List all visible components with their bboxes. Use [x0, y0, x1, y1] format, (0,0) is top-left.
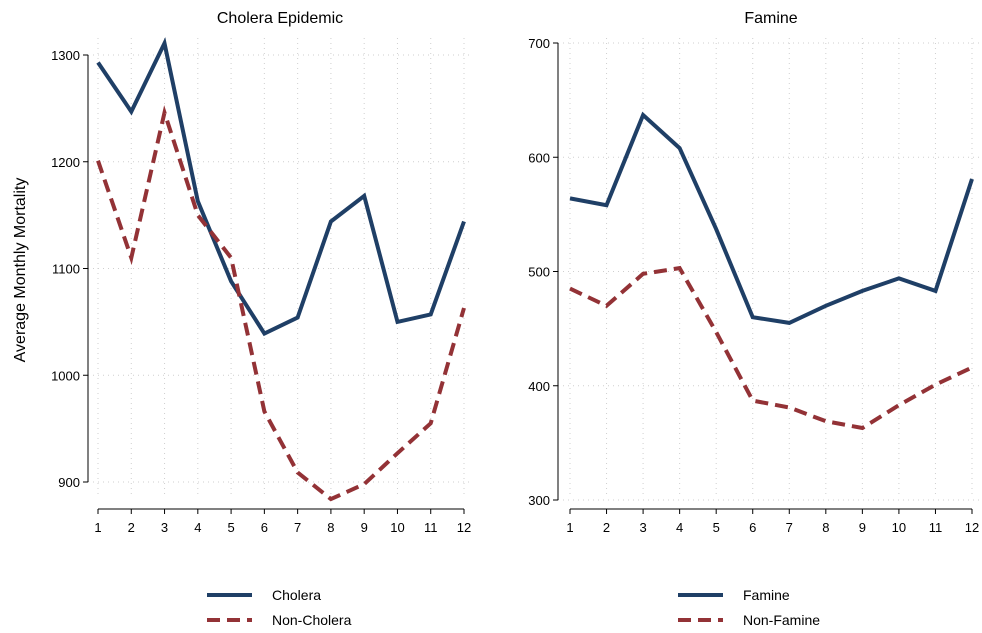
x-tick-label: 11 — [424, 520, 438, 535]
x-tick-label: 10 — [892, 520, 906, 535]
x-tick-label: 10 — [390, 520, 404, 535]
y-tick-label: 1100 — [52, 262, 80, 277]
x-tick-label: 4 — [676, 520, 683, 535]
y-tick-label: 300 — [528, 493, 550, 508]
series-line-famine — [569, 111, 974, 325]
x-tick-label: 9 — [859, 520, 866, 535]
y-tick-label: 400 — [528, 379, 550, 394]
x-tick-label: 5 — [227, 520, 234, 535]
x-tick-label: 3 — [639, 520, 646, 535]
x-tick-label: 3 — [161, 520, 168, 535]
x-tick-label: 2 — [603, 520, 610, 535]
series-line-non-cholera — [96, 105, 466, 502]
y-tick-label: 1300 — [51, 48, 80, 63]
x-tick-label: 7 — [294, 520, 301, 535]
y-tick-label: 500 — [528, 265, 550, 280]
x-tick-label: 8 — [327, 520, 334, 535]
x-tick-label: 2 — [128, 520, 135, 535]
y-tick-label: 1200 — [51, 155, 80, 170]
legend-label: Non-Cholera — [272, 612, 352, 628]
legend-label: Cholera — [272, 587, 321, 603]
x-tick-label: 1 — [94, 520, 101, 535]
y-tick-label: 700 — [528, 36, 550, 51]
x-tick-label: 5 — [713, 520, 720, 535]
chart-title: Cholera Epidemic — [217, 10, 343, 27]
x-tick-label: 9 — [361, 520, 368, 535]
x-tick-label: 12 — [965, 520, 979, 535]
legend-label: Famine — [743, 587, 790, 603]
x-tick-label: 12 — [457, 520, 471, 535]
series-line-cholera — [96, 37, 466, 337]
y-tick-label: 1000 — [51, 368, 80, 383]
y-axis-label: Average Monthly Mortality — [12, 178, 29, 363]
legend-label: Non-Famine — [743, 612, 820, 628]
chart-title: Famine — [744, 10, 797, 27]
x-tick-label: 6 — [749, 520, 756, 535]
x-tick-label: 11 — [929, 520, 943, 535]
y-tick-label: 600 — [528, 150, 550, 165]
x-tick-label: 6 — [261, 520, 268, 535]
x-tick-label: 8 — [822, 520, 829, 535]
x-tick-label: 7 — [786, 520, 793, 535]
series-line-non-famine — [569, 265, 973, 431]
y-tick-label: 900 — [58, 475, 80, 490]
x-tick-label: 4 — [194, 520, 201, 535]
x-tick-label: 1 — [566, 520, 573, 535]
